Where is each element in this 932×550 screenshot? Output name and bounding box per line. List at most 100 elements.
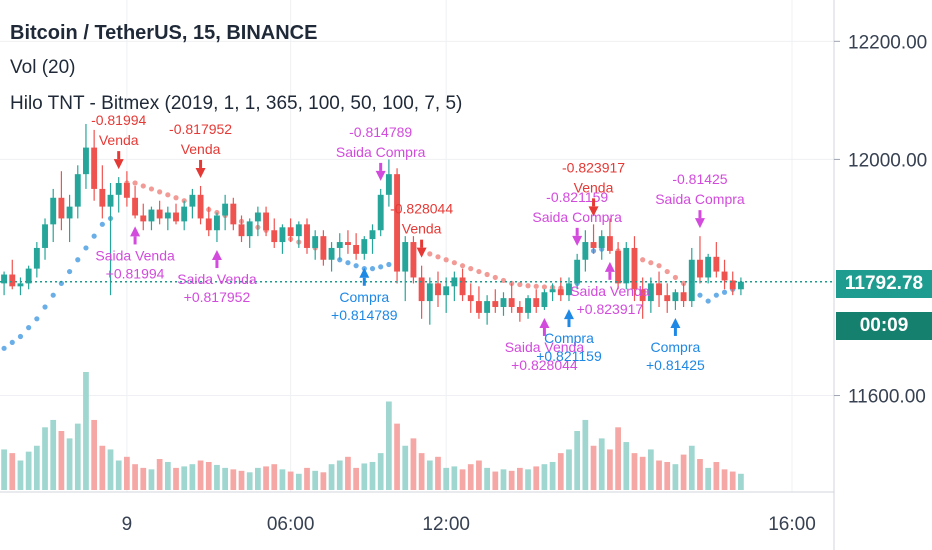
hilo-dot xyxy=(492,274,498,281)
volume-bar xyxy=(205,461,212,490)
indicator-legend[interactable]: Hilo TNT - Bitmex (2019, 1, 1, 365, 100,… xyxy=(10,93,463,114)
candle-body xyxy=(320,236,327,260)
hilo-dot xyxy=(721,289,728,295)
hilo-dot xyxy=(517,281,523,288)
time-axis[interactable]: 9 06:00 12:00 16:00 xyxy=(122,514,816,535)
volume-bar xyxy=(525,469,531,490)
volume-bar xyxy=(574,431,581,490)
y-tick-label: 11600.00 xyxy=(848,387,926,408)
candle-body xyxy=(418,277,425,302)
volume-bar xyxy=(386,401,392,490)
candles xyxy=(1,123,744,325)
volume-bar xyxy=(115,460,122,490)
signal-value: +0.81994 xyxy=(106,265,165,281)
hilo-dot xyxy=(75,257,81,263)
candle-body xyxy=(574,259,581,284)
signal-value: -0.814789 xyxy=(349,124,412,140)
volume-bar xyxy=(295,473,302,490)
volume-bar xyxy=(541,464,548,490)
volume-bar xyxy=(680,454,687,490)
candle-body xyxy=(606,236,613,251)
hilo-dot xyxy=(525,283,531,289)
volume-bar xyxy=(74,423,81,490)
candle-body xyxy=(615,250,622,284)
volume-bar xyxy=(451,466,458,490)
signal-label: Compra xyxy=(544,330,594,346)
candle-body xyxy=(713,256,720,272)
hilo-dot xyxy=(345,260,351,266)
candle-body xyxy=(295,224,302,237)
x-tick-label: 06:00 xyxy=(267,514,315,535)
candle-body xyxy=(729,280,736,290)
signal-arrow-down xyxy=(416,247,427,258)
candle-body xyxy=(140,215,147,222)
symbol-legend[interactable]: Bitcoin / TetherUS, 15, BINANCE xyxy=(10,22,318,44)
candle-body xyxy=(459,277,466,296)
signal-label: Venda xyxy=(181,141,221,157)
hilo-dot xyxy=(500,277,507,284)
candle-body xyxy=(230,203,237,225)
volume-bar xyxy=(66,438,73,490)
volume-bar xyxy=(402,445,409,490)
candle-body xyxy=(697,259,703,278)
signal-value: +0.823917 xyxy=(577,301,644,317)
x-tick-label: 9 xyxy=(122,514,133,535)
signal-arrow-down xyxy=(572,235,583,246)
hilo-dot xyxy=(427,251,433,257)
volume-bar xyxy=(566,449,572,490)
candle-body xyxy=(721,271,728,281)
signal-value: -0.81994 xyxy=(91,112,146,128)
candle-body xyxy=(516,306,523,313)
hilo-dot xyxy=(484,271,490,278)
hilo-dot xyxy=(541,284,548,290)
candle-body xyxy=(410,242,417,278)
volume-bar xyxy=(58,431,65,490)
volume-bar xyxy=(500,469,507,490)
volume-bar xyxy=(598,438,605,490)
volume-bar xyxy=(91,419,98,490)
hilo-dot xyxy=(369,266,376,272)
volume-bar xyxy=(418,453,425,490)
volume-bar xyxy=(705,467,712,490)
candle-body xyxy=(557,289,564,296)
volume-legend[interactable]: Vol (20) xyxy=(10,57,76,78)
volume-bar xyxy=(476,460,482,490)
signal-arrow-up xyxy=(130,226,141,237)
volume-bar xyxy=(353,467,359,490)
volume-bar xyxy=(721,469,728,490)
volume-bar xyxy=(377,453,384,490)
signal-value: -0.828044 xyxy=(390,201,453,217)
candle-body xyxy=(344,242,351,245)
hilo-dot xyxy=(459,263,466,269)
candle-body xyxy=(435,283,441,296)
signal-value: -0.81425 xyxy=(672,171,727,187)
bar-countdown-badge: 00:09 xyxy=(836,312,932,340)
hilo-dot xyxy=(1,345,7,351)
volume-bar xyxy=(533,466,540,490)
candle-body xyxy=(582,242,589,260)
price-axis[interactable]: 12200.00 12000.00 11600.00 xyxy=(834,32,927,408)
candle-body xyxy=(263,212,270,231)
candle-body xyxy=(656,283,662,296)
hilo-dot xyxy=(66,268,73,275)
x-tick-label: 12:00 xyxy=(422,514,470,535)
signal-value: +0.828044 xyxy=(511,357,578,373)
signal-label: Saida Venda xyxy=(570,283,650,299)
candle-body xyxy=(664,295,671,302)
volume-bar xyxy=(197,460,204,490)
hilo-dot xyxy=(640,257,646,263)
volume-bar xyxy=(304,467,310,490)
volume-bar xyxy=(369,461,376,490)
signal-arrow-down xyxy=(375,170,386,181)
candle-body xyxy=(271,230,278,243)
candle-body xyxy=(377,194,384,231)
volume-bar xyxy=(33,445,40,490)
volume-bar xyxy=(615,427,621,490)
signal-value: -0.817952 xyxy=(169,121,232,137)
candle-body xyxy=(83,147,89,175)
candle-body xyxy=(590,242,597,248)
signal-value: +0.817952 xyxy=(184,289,251,305)
candle-body xyxy=(189,194,196,207)
candle-body xyxy=(173,212,179,222)
